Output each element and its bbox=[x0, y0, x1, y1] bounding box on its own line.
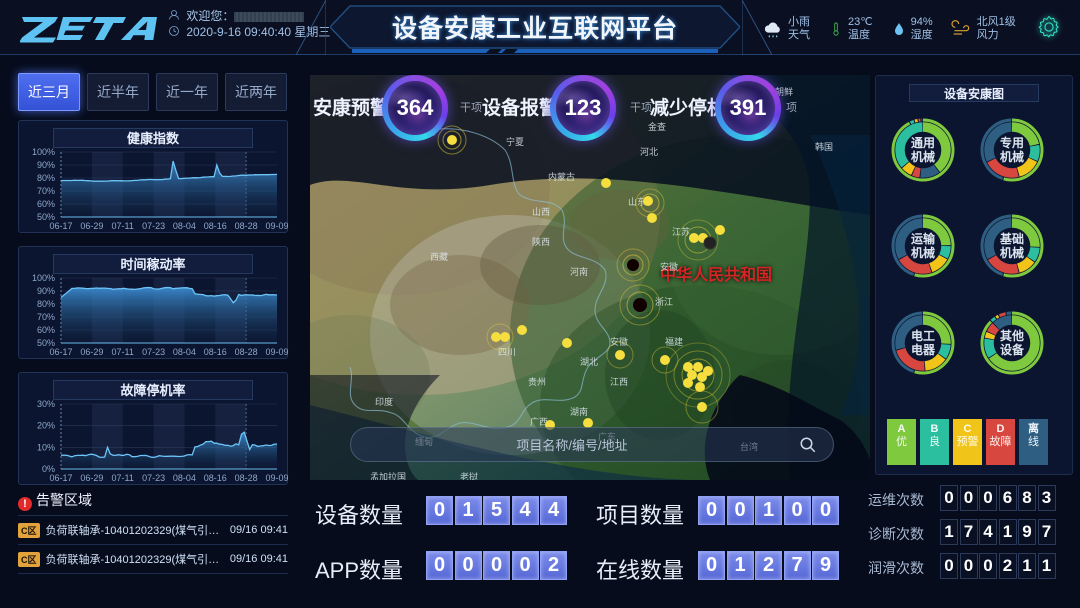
svg-text:08-04: 08-04 bbox=[173, 347, 196, 357]
svg-text:07-23: 07-23 bbox=[142, 221, 165, 231]
svg-text:90%: 90% bbox=[37, 160, 55, 170]
svg-text:08-16: 08-16 bbox=[204, 473, 227, 483]
svg-text:08-16: 08-16 bbox=[204, 221, 227, 231]
svg-text:08-04: 08-04 bbox=[173, 221, 196, 231]
svg-text:20%: 20% bbox=[37, 421, 55, 431]
svg-text:07-11: 07-11 bbox=[112, 221, 134, 231]
svg-text:80%: 80% bbox=[37, 173, 55, 183]
svg-text:70%: 70% bbox=[37, 186, 55, 196]
svg-text:07-23: 07-23 bbox=[142, 347, 165, 357]
svg-text:06-17: 06-17 bbox=[49, 221, 72, 231]
svg-text:90%: 90% bbox=[37, 286, 55, 296]
svg-text:07-11: 07-11 bbox=[112, 473, 134, 483]
svg-text:100%: 100% bbox=[32, 273, 55, 283]
svg-text:70%: 70% bbox=[37, 312, 55, 322]
svg-text:60%: 60% bbox=[37, 325, 55, 335]
svg-text:30%: 30% bbox=[37, 399, 55, 409]
svg-text:60%: 60% bbox=[37, 199, 55, 209]
svg-text:06-29: 06-29 bbox=[80, 221, 103, 231]
svg-text:08-28: 08-28 bbox=[235, 347, 258, 357]
svg-text:07-23: 07-23 bbox=[142, 473, 165, 483]
svg-text:09-09: 09-09 bbox=[265, 473, 288, 483]
svg-text:06-17: 06-17 bbox=[49, 473, 72, 483]
svg-text:06-29: 06-29 bbox=[80, 473, 103, 483]
svg-text:06-29: 06-29 bbox=[80, 347, 103, 357]
svg-text:06-17: 06-17 bbox=[49, 347, 72, 357]
svg-text:07-11: 07-11 bbox=[112, 347, 134, 357]
svg-text:08-28: 08-28 bbox=[235, 221, 258, 231]
svg-text:09-09: 09-09 bbox=[265, 221, 288, 231]
svg-text:10%: 10% bbox=[37, 442, 55, 452]
svg-text:08-16: 08-16 bbox=[204, 347, 227, 357]
svg-text:09-09: 09-09 bbox=[265, 347, 288, 357]
svg-text:08-28: 08-28 bbox=[235, 473, 258, 483]
svg-text:80%: 80% bbox=[37, 299, 55, 309]
svg-text:100%: 100% bbox=[32, 147, 55, 157]
svg-text:08-04: 08-04 bbox=[173, 473, 196, 483]
